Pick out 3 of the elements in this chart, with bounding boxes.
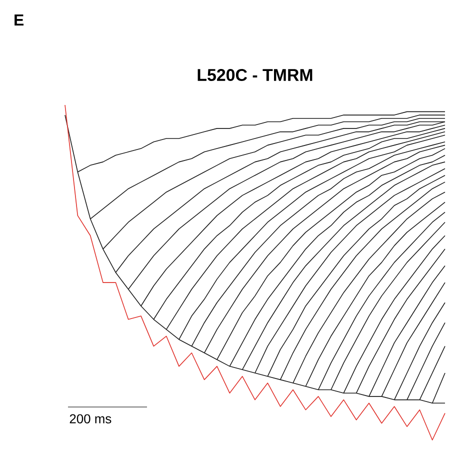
chart-title: L520C - TMRM	[198, 69, 312, 81]
text: E	[14, 14, 24, 26]
annotation: 200 ms	[70, 414, 112, 424]
